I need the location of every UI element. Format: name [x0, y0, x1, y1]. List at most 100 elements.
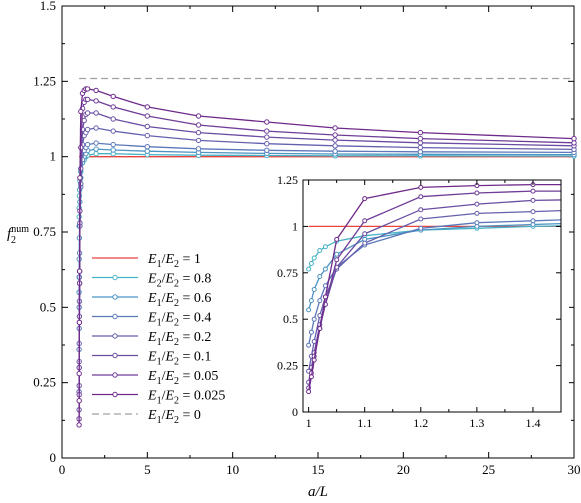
data-point	[418, 184, 424, 190]
data-point	[78, 108, 84, 115]
data-point	[334, 236, 340, 242]
data-point	[311, 316, 317, 322]
y-tick-label: 1.25	[33, 73, 56, 88]
legend-label: E2/E2 = 0.8	[147, 272, 211, 290]
data-point	[311, 255, 317, 261]
inset-plot-frame	[302, 179, 562, 413]
data-point	[110, 141, 116, 148]
x-tick-label: 25	[482, 462, 495, 477]
data-point	[322, 244, 328, 250]
data-point	[110, 104, 116, 110]
y-tick-label: 0.75	[33, 224, 56, 239]
data-point	[418, 225, 424, 231]
inset-y-tick-label: 0	[292, 405, 298, 419]
inset-y-tick-label: 0.25	[277, 359, 298, 373]
data-point	[264, 141, 270, 147]
inset-x-tick-label: 1.3	[469, 416, 484, 430]
data-point	[530, 209, 536, 215]
data-point	[93, 87, 99, 94]
legend-label: E1/E2 = 0.4	[147, 311, 211, 329]
data-point	[362, 218, 368, 224]
data-point	[530, 218, 536, 224]
data-point	[530, 197, 536, 203]
data-point	[195, 146, 202, 152]
data-point	[311, 357, 317, 363]
data-point	[110, 93, 116, 100]
data-point	[76, 398, 82, 404]
data-point	[144, 123, 151, 130]
data-point	[144, 148, 151, 154]
legend-marker	[112, 294, 118, 300]
data-point	[76, 370, 82, 377]
legend-label: E1/E2 = 0.6	[147, 291, 211, 309]
legend-label: E1/E2 = 0.05	[147, 369, 218, 387]
data-point	[84, 110, 91, 116]
data-point	[264, 147, 270, 154]
data-point	[334, 251, 340, 257]
data-point	[84, 96, 91, 103]
legend-label: E1/E2 = 0.025	[147, 389, 225, 407]
data-point	[571, 135, 577, 142]
data-point	[84, 86, 91, 92]
legend-marker	[112, 274, 118, 281]
legend: E1/E2 = 1 E2/E2 = 0.8E1/E2 = 0.6 E1/E2 = 0…	[92, 252, 225, 426]
data-point	[84, 141, 91, 148]
data-point	[332, 148, 338, 154]
data-point	[417, 144, 424, 151]
data-point	[144, 113, 151, 119]
data-point	[332, 132, 338, 138]
data-point	[332, 137, 338, 143]
inset-y-tick-label: 1	[292, 219, 298, 233]
data-point	[93, 151, 99, 157]
data-point	[77, 175, 83, 181]
data-point	[308, 261, 314, 266]
data-point	[306, 389, 312, 395]
data-point	[76, 319, 83, 326]
data-point	[362, 231, 368, 237]
y-axis-title-sup: num	[11, 224, 29, 235]
data-point	[93, 98, 99, 104]
data-point	[93, 125, 99, 131]
data-point	[317, 274, 323, 279]
legend-marker	[112, 372, 118, 378]
x-tick-label: 20	[397, 462, 410, 477]
data-point	[417, 135, 424, 142]
legend-marker	[112, 352, 118, 359]
data-point	[474, 201, 480, 207]
data-point	[195, 122, 202, 128]
inset-y-tick-label: 0.75	[277, 266, 298, 280]
data-point	[110, 147, 116, 153]
legend-marker	[112, 313, 118, 320]
data-point	[110, 128, 116, 134]
y-tick-label: 0	[50, 450, 57, 465]
data-point	[334, 257, 340, 263]
data-point	[84, 126, 91, 133]
data-point	[418, 194, 424, 200]
legend-label: E1/E2 = 1	[147, 252, 201, 270]
data-point	[144, 144, 151, 150]
data-point	[474, 220, 480, 226]
data-point	[332, 143, 338, 149]
data-point	[264, 134, 270, 140]
legend-marker	[112, 333, 118, 339]
data-point	[110, 116, 116, 122]
data-point	[417, 129, 424, 136]
data-point	[308, 329, 314, 335]
data-point	[418, 207, 424, 213]
data-point	[144, 132, 151, 139]
y-axis-title-base: f	[7, 226, 13, 242]
data-point	[195, 137, 202, 144]
inset-background	[263, 172, 569, 434]
data-point	[530, 188, 536, 194]
x-tick-label: 10	[226, 462, 239, 477]
x-tick-label: 15	[312, 462, 325, 477]
inset-x-tick-label: 1.2	[413, 416, 428, 430]
legend-label: E1/E2 = 0	[147, 408, 201, 426]
data-point	[264, 119, 270, 125]
legend-marker	[112, 391, 118, 398]
inset-axis-ticks: 1 1.1 1.2 1.3 1.4 0 0.25 0.5 0.75 1 1.25	[277, 173, 561, 430]
data-point	[317, 248, 323, 253]
data-point	[264, 128, 270, 134]
legend-label: E1/E2 = 0.1	[147, 350, 211, 368]
